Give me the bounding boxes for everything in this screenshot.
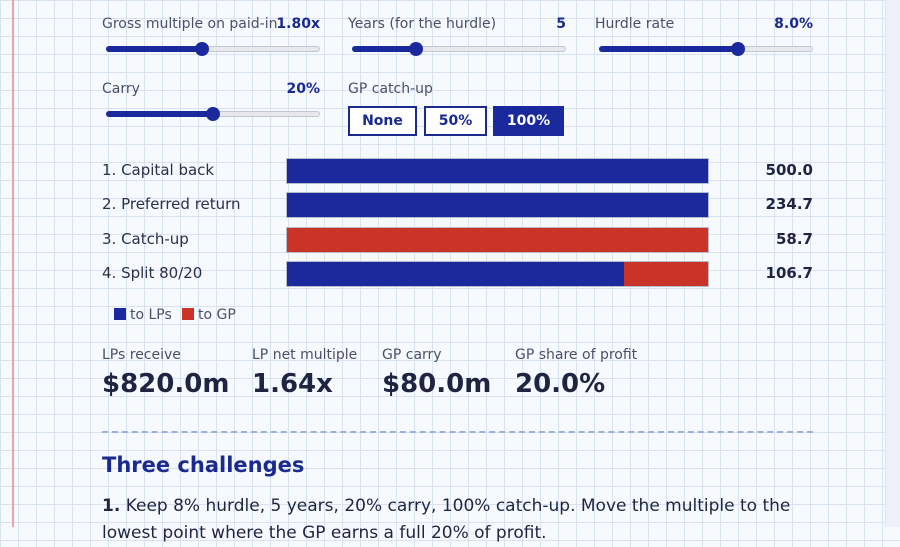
catchup-none-button[interactable]: None (348, 106, 417, 136)
hurdle-control: Hurdle rate 8.0% (595, 16, 813, 60)
section-divider (102, 431, 813, 433)
catchup-100-button[interactable]: 100% (493, 106, 564, 136)
multiple-value: 1.80x (276, 16, 320, 32)
waterfall-row-value: 58.7 (775, 230, 813, 248)
slider-thumb[interactable] (206, 107, 220, 121)
calculator-panel: Gross multiple on paid-in 1.80x Years (f… (0, 16, 900, 543)
waterfall-bar (286, 227, 709, 253)
stat-value: 1.64x (252, 369, 333, 399)
stat-label: LP net multiple (252, 347, 358, 363)
hurdle-label: Hurdle rate (595, 16, 675, 32)
gp-swatch (182, 308, 194, 320)
carry-control: Carry 20% (102, 81, 320, 125)
stat-label: GP share of profit (515, 347, 638, 363)
stat-lps-receive: LPs receive $820.0m (102, 347, 229, 399)
legend-gp-label: to GP (198, 307, 236, 323)
years-control: Years (for the hurdle) 5 (348, 16, 566, 60)
waterfall-row-label: 2. Preferred return (102, 195, 241, 213)
waterfall-row-label: 3. Catch-up (102, 230, 189, 248)
lp-segment (287, 193, 708, 217)
slider-thumb[interactable] (195, 42, 210, 56)
years-label: Years (for the hurdle) (348, 16, 497, 32)
legend-lp-label: to LPs (130, 307, 172, 323)
stat-gp-share: GP share of profit 20.0% (515, 347, 637, 399)
gp-segment (287, 228, 708, 252)
stat-label: LPs receive (102, 347, 181, 363)
years-slider[interactable] (352, 42, 566, 56)
waterfall-row-value: 500.0 (765, 161, 813, 179)
challenge-text: Keep 8% hurdle, 5 years, 20% carry, 100%… (102, 496, 791, 543)
waterfall-bar (286, 261, 709, 287)
waterfall-row: 2. Preferred return 234.7 (0, 192, 900, 218)
stat-label: GP carry (382, 347, 442, 363)
challenge-item: 1. Keep 8% hurdle, 5 years, 20% carry, 1… (102, 493, 822, 547)
carry-label: Carry (102, 81, 140, 97)
stat-gp-carry: GP carry $80.0m (382, 347, 491, 399)
waterfall-row: 1. Capital back 500.0 (0, 158, 900, 184)
waterfall-row-label: 4. Split 80/20 (102, 264, 203, 282)
waterfall-bar (286, 192, 709, 218)
stat-value: $820.0m (102, 369, 230, 399)
hurdle-value: 8.0% (774, 16, 813, 32)
slider-thumb[interactable] (409, 42, 424, 56)
page-edge (885, 0, 900, 527)
multiple-slider[interactable] (106, 42, 320, 56)
challenge-number: 1. (102, 496, 121, 516)
hurdle-slider[interactable] (599, 42, 813, 56)
legend-gp: to GP (182, 307, 236, 323)
waterfall-bar (286, 158, 709, 184)
catchup-label: GP catch-up (348, 81, 433, 97)
slider-fill (106, 46, 203, 52)
lp-segment (287, 262, 624, 286)
multiple-control: Gross multiple on paid-in 1.80x (102, 16, 320, 60)
lp-swatch (114, 308, 126, 320)
stat-value: 20.0% (515, 369, 606, 399)
catchup-50-button[interactable]: 50% (424, 106, 487, 136)
carry-slider[interactable] (106, 107, 320, 121)
waterfall-row-label: 1. Capital back (102, 161, 215, 179)
lp-segment (287, 159, 708, 183)
waterfall-row-value: 234.7 (765, 195, 813, 213)
slider-fill (106, 111, 213, 117)
waterfall-row: 4. Split 80/20 106.7 (0, 261, 900, 287)
slider-thumb[interactable] (731, 42, 746, 56)
carry-value: 20% (286, 81, 320, 97)
legend-lp: to LPs (114, 307, 172, 323)
challenges-title: Three challenges (102, 453, 305, 477)
multiple-label: Gross multiple on paid-in (102, 16, 278, 32)
years-value: 5 (556, 16, 566, 32)
waterfall-row: 3. Catch-up 58.7 (0, 227, 900, 253)
waterfall-row-value: 106.7 (765, 264, 813, 282)
slider-fill (352, 46, 417, 52)
gp-segment (624, 262, 708, 286)
stat-value: $80.0m (382, 369, 492, 399)
slider-fill (599, 46, 739, 52)
notebook-margin-line (12, 0, 14, 527)
stat-lp-net-multiple: LP net multiple 1.64x (252, 347, 357, 399)
